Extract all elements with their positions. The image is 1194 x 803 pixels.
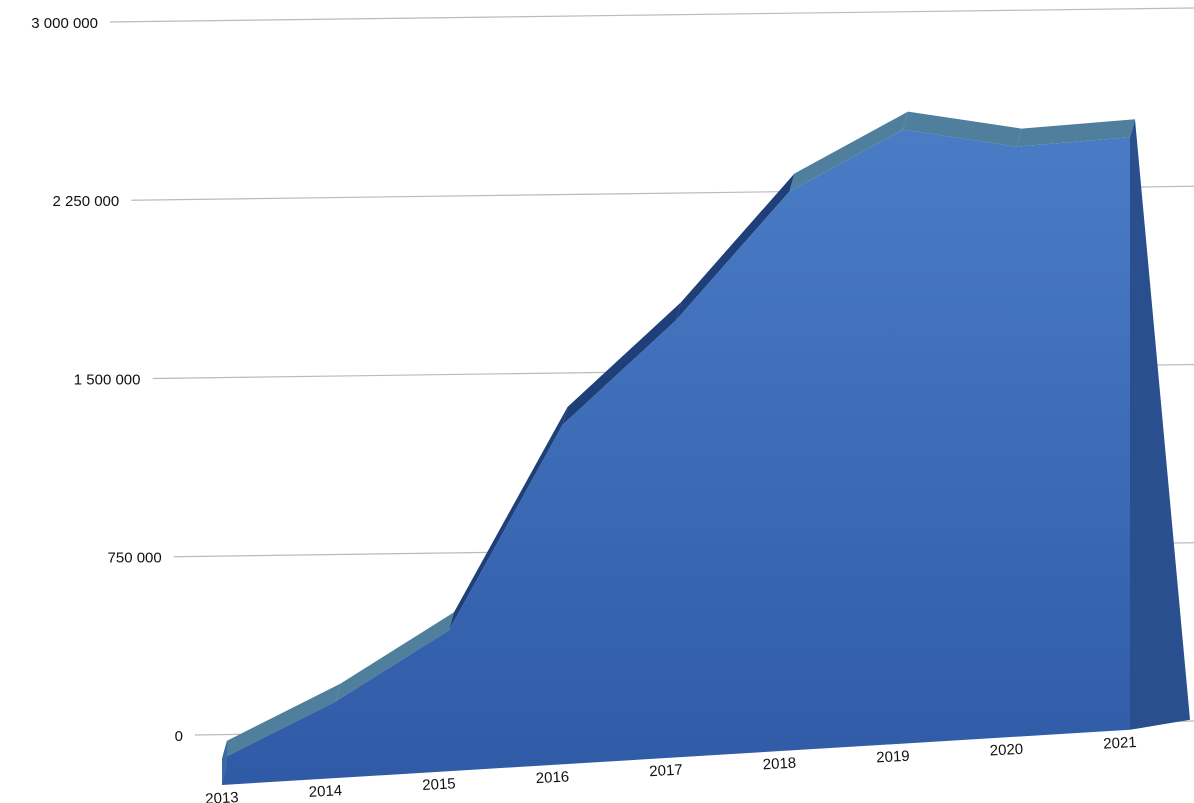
x-tick-label: 2016 bbox=[535, 768, 569, 787]
area-top bbox=[1016, 119, 1135, 147]
x-tick-label: 2015 bbox=[422, 775, 456, 794]
area-top bbox=[449, 407, 568, 631]
grid-line bbox=[109, 7, 1194, 23]
y-tick-label: 1 500 000 bbox=[74, 371, 141, 388]
x-tick-label: 2014 bbox=[308, 782, 342, 801]
x-tick-label: 2013 bbox=[205, 789, 239, 803]
area-top bbox=[222, 683, 341, 759]
x-tick-label: 2019 bbox=[876, 748, 910, 767]
area-top bbox=[562, 302, 681, 426]
y-tick-label: 3 000 000 bbox=[31, 15, 98, 32]
area-left bbox=[222, 740, 227, 785]
area-side bbox=[1130, 119, 1190, 730]
x-tick-label: 2021 bbox=[1103, 734, 1137, 753]
x-tick-label: 2018 bbox=[762, 755, 796, 774]
area-top bbox=[335, 612, 454, 702]
y-tick-label: 2 250 000 bbox=[53, 193, 120, 210]
y-tick-label: 750 000 bbox=[108, 550, 162, 567]
area bbox=[222, 129, 1130, 786]
y-tick-label: 0 bbox=[175, 728, 183, 745]
area-top bbox=[789, 111, 908, 192]
area-top bbox=[903, 111, 1022, 147]
x-tick-label: 2017 bbox=[649, 762, 683, 781]
x-tick-label: 2020 bbox=[989, 741, 1023, 760]
area-top bbox=[676, 173, 795, 321]
